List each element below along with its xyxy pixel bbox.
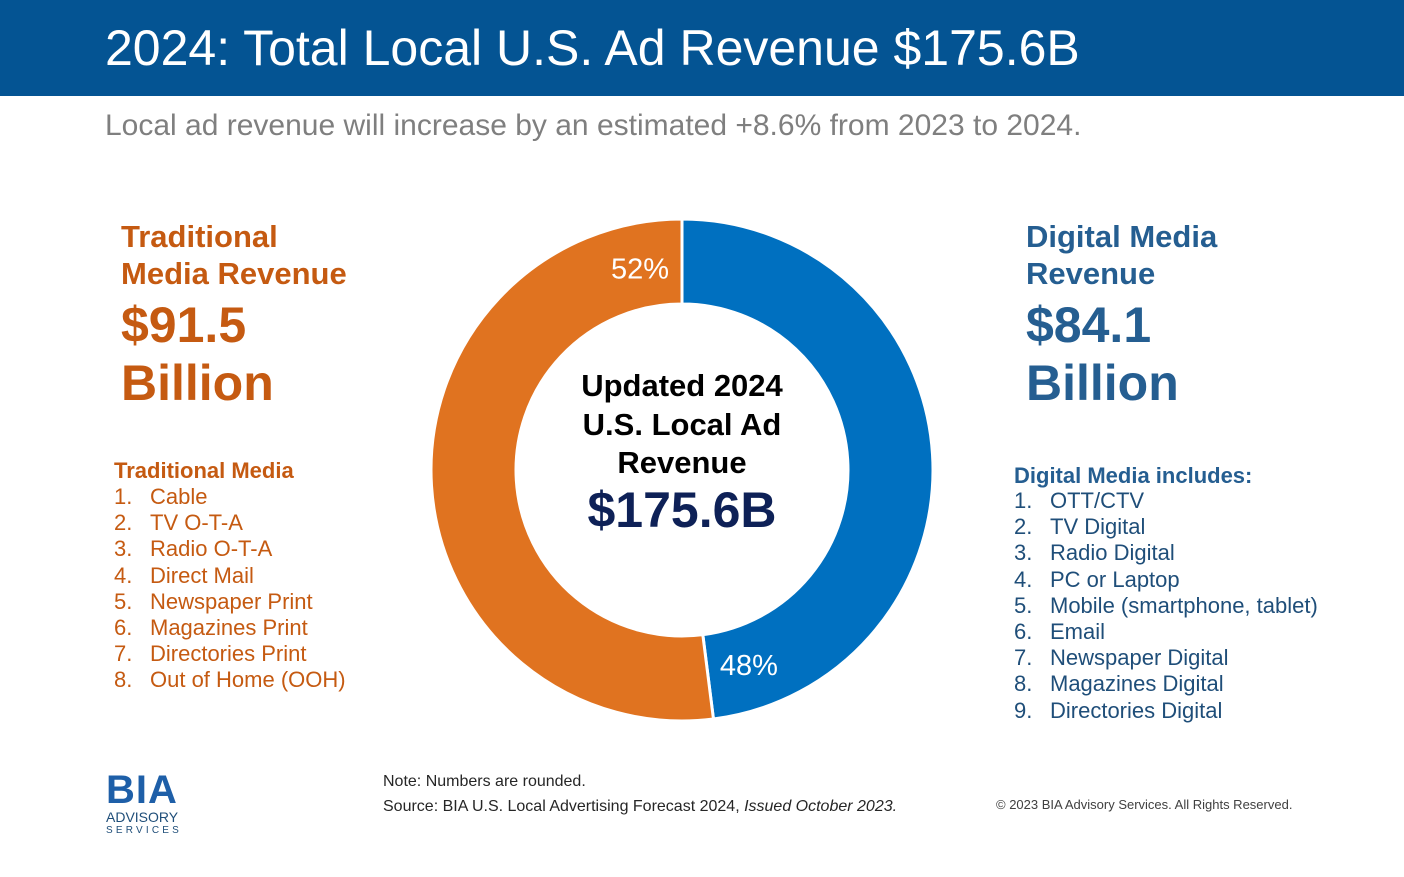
digital-list-item: 2. TV Digital <box>1014 514 1318 540</box>
traditional-list-item: 6. Magazines Print <box>114 615 346 641</box>
digital-amount: $84.1 Billion <box>1026 296 1179 412</box>
digital-list-item-label: TV Digital <box>1050 514 1146 540</box>
digital-list-item: 7. Newspaper Digital <box>1014 645 1318 671</box>
digital-list-item-number: 3. <box>1014 540 1033 566</box>
digital-list-item: 8. Magazines Digital <box>1014 671 1318 697</box>
digital-list-item: 5. Mobile (smartphone, tablet) <box>1014 593 1318 619</box>
traditional-heading-line1: Traditional <box>121 219 278 254</box>
traditional-list-item: 5. Newspaper Print <box>114 589 346 615</box>
copyright-notice: © 2023 BIA Advisory Services. All Rights… <box>996 797 1293 812</box>
donut-center-total: $175.6B <box>587 482 777 538</box>
traditional-list-item-number: 1. <box>114 484 133 509</box>
traditional-amount-unit: Billion <box>121 355 274 411</box>
traditional-list-title: Traditional Media <box>114 458 294 483</box>
center-label-line3: Revenue <box>617 445 747 480</box>
traditional-list-item-label: Newspaper Print <box>150 588 313 614</box>
traditional-list-item-number: 5. <box>114 588 133 614</box>
digital-list-item-label: PC or Laptop <box>1050 566 1180 592</box>
traditional-list-item-number: 7. <box>114 641 133 667</box>
traditional-list-item-number: 2. <box>114 510 133 536</box>
traditional-list-item-label: Direct Mail <box>150 562 254 588</box>
center-label-line1: Updated 2024 <box>581 368 783 403</box>
traditional-list-item-label: Out of Home (OOH) <box>150 667 346 693</box>
traditional-list-item-label: Directories Print <box>150 641 307 667</box>
donut-center-label: Updated 2024 U.S. Local Ad Revenue <box>532 367 832 483</box>
traditional-heading-line2: Media Revenue <box>121 256 347 291</box>
page-title: 2024: Total Local U.S. Ad Revenue $175.6… <box>105 20 1080 76</box>
digital-list-item-number: 2. <box>1014 514 1033 540</box>
traditional-list-item: 2. TV O-T-A <box>114 510 346 536</box>
digital-list-item-number: 1. <box>1014 488 1033 513</box>
digital-list-item-label: Mobile (smartphone, tablet) <box>1050 592 1318 618</box>
digital-list-item: 4. PC or Laptop <box>1014 567 1318 593</box>
traditional-list-item-label: Radio O-T-A <box>150 536 273 562</box>
logo-line1: ADVISORY <box>106 809 179 825</box>
traditional-list-item-number: 6. <box>114 615 133 641</box>
traditional-list-item-label: Cable <box>150 484 208 509</box>
digital-list-item: 9. Directories Digital <box>1014 698 1318 724</box>
footnote-source: Source: BIA U.S. Local Advertising Forec… <box>383 798 897 816</box>
footnote-rounding: Note: Numbers are rounded. <box>383 773 586 790</box>
traditional-list-item-number: 8. <box>114 667 133 693</box>
donut-slice-traditional <box>429 217 716 723</box>
digital-heading-line2: Revenue <box>1026 256 1156 291</box>
digital-list-item: 6. Email <box>1014 619 1318 645</box>
bia-logo: BIA ADVISORY SERVICES <box>106 770 196 845</box>
digital-list-item: 1. OTT/CTV <box>1014 488 1318 514</box>
digital-media-list: 1. OTT/CTV 2. TV Digital 3. Radio Digital 4. PC… <box>1014 488 1318 724</box>
page-subtitle: Local ad revenue will increase by an est… <box>105 109 1082 142</box>
traditional-list-item: 7. Directories Print <box>114 641 346 667</box>
digital-list-item-label: Newspaper Digital <box>1050 645 1229 671</box>
digital-list-item-label: Magazines Digital <box>1050 671 1224 697</box>
traditional-amount: $91.5 Billion <box>121 296 274 412</box>
digital-list-item-label: Email <box>1050 619 1106 645</box>
digital-list-item-number: 7. <box>1014 645 1033 671</box>
traditional-list-item: 8. Out of Home (OOH) <box>114 667 346 693</box>
digital-list-title: Digital Media includes: <box>1014 463 1253 488</box>
donut-slice-digital <box>680 217 935 721</box>
traditional-heading: Traditional Media Revenue <box>121 218 347 292</box>
digital-list-item-number: 8. <box>1014 671 1033 697</box>
traditional-amount-value: $91.5 <box>121 297 247 353</box>
center-label-line2: U.S. Local Ad <box>582 406 782 442</box>
digital-list-item: 3. Radio Digital <box>1014 540 1318 566</box>
digital-amount-unit: Billion <box>1026 355 1179 411</box>
digital-list-item-number: 9. <box>1014 697 1033 723</box>
traditional-list-item: 4. Direct Mail <box>114 563 346 589</box>
donut-slice-label-digital: 48% <box>720 650 778 682</box>
digital-heading-line1: Digital Media <box>1026 219 1218 254</box>
digital-list-item-label: OTT/CTV <box>1050 488 1145 513</box>
logo-mark: BIA <box>106 768 178 812</box>
donut-slice-label-traditional: 52% <box>611 253 669 285</box>
source-main: Source: BIA U.S. Local Advertising Forec… <box>383 798 745 815</box>
digital-list-item-number: 6. <box>1014 619 1033 645</box>
traditional-list-item-label: Magazines Print <box>150 615 308 641</box>
digital-list-item-number: 4. <box>1014 566 1033 592</box>
digital-list-item-label: Radio Digital <box>1050 540 1175 566</box>
digital-heading: Digital Media Revenue <box>1026 218 1217 292</box>
traditional-media-list: 1. Cable 2. TV O-T-A 3. Radio O-T-A 4. Direct M… <box>114 484 346 694</box>
traditional-list-item: 3. Radio O-T-A <box>114 536 346 562</box>
traditional-list-item: 1. Cable <box>114 484 346 510</box>
digital-list-item-label: Directories Digital <box>1050 697 1223 723</box>
digital-list-item-number: 5. <box>1014 592 1033 618</box>
source-issued: Issued October 2023. <box>744 798 898 815</box>
traditional-list-item-number: 3. <box>114 536 133 562</box>
logo-line2: SERVICES <box>106 825 182 836</box>
header-band <box>0 0 1404 96</box>
traditional-list-item-label: TV O-T-A <box>150 510 243 536</box>
digital-amount-value: $84.1 <box>1026 297 1152 353</box>
traditional-list-item-number: 4. <box>114 562 133 588</box>
